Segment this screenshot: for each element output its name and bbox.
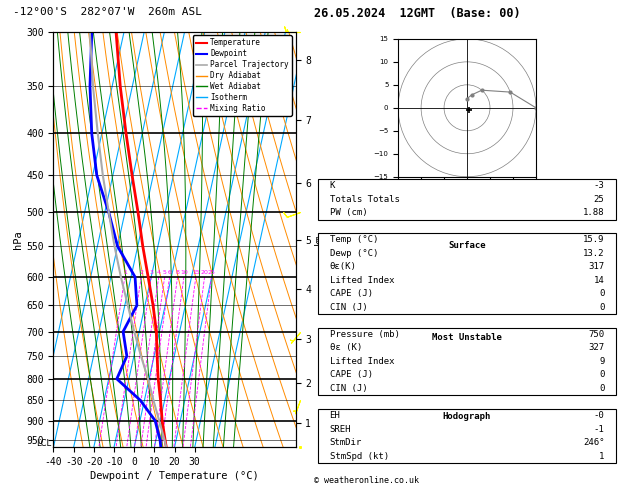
Text: PW (cm): PW (cm) bbox=[330, 208, 367, 217]
Text: K: K bbox=[330, 181, 335, 191]
Text: 0: 0 bbox=[599, 303, 604, 312]
Y-axis label: hPa: hPa bbox=[13, 230, 23, 249]
Text: 6: 6 bbox=[168, 270, 172, 275]
Text: 15: 15 bbox=[192, 270, 199, 275]
Text: Totals Totals: Totals Totals bbox=[330, 195, 399, 204]
Bar bbox=[318, 233, 616, 314]
Y-axis label: km
ASL: km ASL bbox=[314, 230, 336, 248]
Text: Temp (°C): Temp (°C) bbox=[330, 235, 378, 244]
Text: 0: 0 bbox=[599, 370, 604, 380]
Text: 13.2: 13.2 bbox=[583, 249, 604, 258]
Text: -3: -3 bbox=[594, 181, 604, 191]
Bar bbox=[318, 328, 616, 395]
Text: 246°: 246° bbox=[583, 438, 604, 447]
Text: θε(K): θε(K) bbox=[330, 262, 357, 272]
Text: -1: -1 bbox=[594, 424, 604, 434]
Text: CAPE (J): CAPE (J) bbox=[330, 370, 372, 380]
Text: 327: 327 bbox=[588, 344, 604, 352]
Text: 3: 3 bbox=[149, 270, 153, 275]
Text: 15.9: 15.9 bbox=[583, 235, 604, 244]
Legend: Temperature, Dewpoint, Parcel Trajectory, Dry Adiabat, Wet Adiabat, Isotherm, Mi: Temperature, Dewpoint, Parcel Trajectory… bbox=[192, 35, 292, 116]
Text: LCL: LCL bbox=[36, 439, 51, 448]
Text: 1: 1 bbox=[599, 451, 604, 461]
Text: 5: 5 bbox=[163, 270, 167, 275]
Text: EH: EH bbox=[330, 411, 340, 420]
Text: 4: 4 bbox=[157, 270, 161, 275]
Text: 26.05.2024  12GMT  (Base: 00): 26.05.2024 12GMT (Base: 00) bbox=[314, 7, 521, 20]
Text: 9: 9 bbox=[599, 357, 604, 366]
Text: 2: 2 bbox=[139, 270, 143, 275]
Text: 317: 317 bbox=[588, 262, 604, 272]
Text: 750: 750 bbox=[588, 330, 604, 339]
Text: Most Unstable: Most Unstable bbox=[432, 333, 502, 342]
Text: 20: 20 bbox=[201, 270, 208, 275]
Text: -12°00'S  282°07'W  260m ASL: -12°00'S 282°07'W 260m ASL bbox=[13, 7, 201, 17]
Text: © weatheronline.co.uk: © weatheronline.co.uk bbox=[314, 475, 420, 485]
Text: Surface: Surface bbox=[448, 241, 486, 250]
X-axis label: Dewpoint / Temperature (°C): Dewpoint / Temperature (°C) bbox=[90, 471, 259, 481]
Text: Lifted Index: Lifted Index bbox=[330, 357, 394, 366]
Text: SREH: SREH bbox=[330, 424, 351, 434]
Text: Pressure (mb): Pressure (mb) bbox=[330, 330, 399, 339]
Text: Hodograph: Hodograph bbox=[443, 412, 491, 421]
Text: 10: 10 bbox=[180, 270, 188, 275]
X-axis label: kt: kt bbox=[462, 194, 472, 203]
Text: StmSpd (kt): StmSpd (kt) bbox=[330, 451, 389, 461]
Text: CIN (J): CIN (J) bbox=[330, 384, 367, 393]
Text: 1: 1 bbox=[123, 270, 127, 275]
Text: CIN (J): CIN (J) bbox=[330, 303, 367, 312]
Text: CAPE (J): CAPE (J) bbox=[330, 290, 372, 298]
Text: 25: 25 bbox=[208, 270, 215, 275]
Text: 0: 0 bbox=[599, 290, 604, 298]
Text: Dewp (°C): Dewp (°C) bbox=[330, 249, 378, 258]
Text: Lifted Index: Lifted Index bbox=[330, 276, 394, 285]
Text: 14: 14 bbox=[594, 276, 604, 285]
Bar bbox=[318, 409, 616, 463]
Text: 1.88: 1.88 bbox=[583, 208, 604, 217]
Text: StmDir: StmDir bbox=[330, 438, 362, 447]
Text: 8: 8 bbox=[175, 270, 179, 275]
Text: -0: -0 bbox=[594, 411, 604, 420]
Text: 0: 0 bbox=[599, 384, 604, 393]
Text: θε (K): θε (K) bbox=[330, 344, 362, 352]
Text: 25: 25 bbox=[594, 195, 604, 204]
Bar bbox=[318, 179, 616, 220]
